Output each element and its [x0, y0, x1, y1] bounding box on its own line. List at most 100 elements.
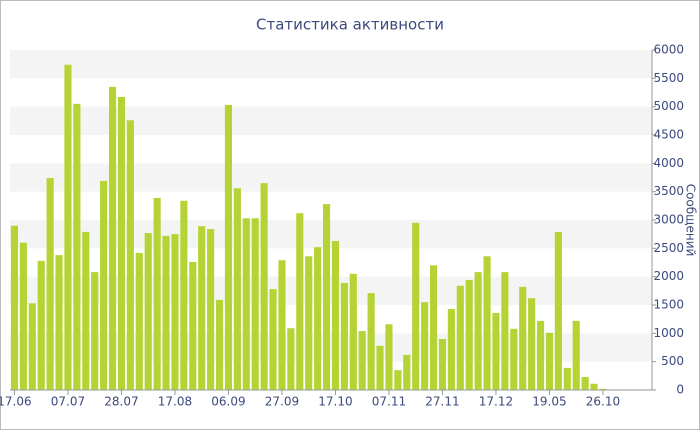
bar [100, 180, 108, 390]
y-tick-label: 3500 [653, 184, 684, 198]
bar [340, 282, 348, 390]
x-tick-label: 07.11 [372, 395, 406, 409]
y-tick-label: 6000 [653, 43, 684, 57]
bar [251, 218, 259, 390]
x-tick-label: 27.09 [265, 395, 299, 409]
bar [331, 240, 340, 390]
bar [126, 120, 134, 391]
y-tick-label: 1000 [653, 326, 684, 340]
x-tick-label: 26.10 [586, 395, 620, 409]
bar [572, 320, 580, 390]
bar [394, 370, 402, 390]
bar [545, 332, 554, 390]
bar [465, 280, 473, 390]
bar [358, 331, 366, 390]
y-tick-label: 4000 [653, 156, 684, 170]
bar [108, 86, 117, 390]
bar [438, 339, 447, 390]
bar [314, 247, 322, 390]
bar [135, 252, 143, 390]
bar [599, 388, 607, 390]
bar [233, 188, 241, 390]
x-tick-label: 27.11 [425, 395, 459, 409]
bar [171, 234, 179, 390]
bar [55, 255, 63, 390]
bar [37, 260, 45, 390]
y-tick-label: 500 [661, 354, 684, 368]
bar [153, 197, 161, 390]
bar [519, 286, 527, 390]
bar [305, 256, 313, 390]
x-tick-label: 17.06 [0, 395, 32, 409]
y-axis-label: Сообщений [684, 184, 698, 257]
bar [412, 222, 420, 390]
bar [19, 242, 27, 390]
bar [224, 104, 233, 390]
bar [260, 183, 268, 390]
bar [492, 312, 500, 390]
bar [536, 320, 545, 390]
bar [501, 272, 509, 390]
x-tick-label: 28.07 [104, 395, 138, 409]
bar [215, 299, 224, 390]
bar [554, 231, 562, 390]
bar [198, 226, 206, 390]
x-tick-label: 19.05 [532, 395, 566, 409]
bar [376, 345, 384, 390]
bar [385, 324, 393, 390]
bar [73, 103, 81, 390]
y-tick-label: 2500 [653, 241, 684, 255]
y-tick-label: 5500 [653, 71, 684, 85]
bar [322, 204, 331, 390]
bar [46, 178, 54, 390]
bar [10, 225, 19, 390]
x-tick-label: 17.10 [318, 395, 352, 409]
grid-band [10, 276, 652, 305]
grid-band [10, 50, 652, 79]
y-tick-label: 1500 [653, 298, 684, 312]
bar [456, 285, 464, 390]
y-tick-label: 5000 [653, 99, 684, 113]
bar [447, 308, 455, 390]
bar [367, 293, 375, 390]
x-tick-label: 07.07 [51, 395, 85, 409]
y-tick-label: 4500 [653, 128, 684, 142]
x-tick-label: 06.09 [211, 395, 245, 409]
bar [278, 260, 286, 390]
bar [91, 272, 99, 390]
y-tick-label: 0 [676, 383, 684, 397]
y-tick-label: 3000 [653, 213, 684, 227]
bar [349, 273, 357, 390]
grid-band [10, 106, 652, 135]
bar [117, 97, 126, 391]
grid-band [10, 220, 652, 249]
bar [287, 328, 295, 390]
bar [64, 64, 72, 390]
bar [590, 383, 598, 390]
y-tick-label: 2000 [653, 269, 684, 283]
bar [144, 233, 152, 390]
bar [180, 200, 188, 390]
x-tick-label: 17.08 [158, 395, 192, 409]
bar [269, 289, 277, 390]
grid-band [10, 163, 652, 192]
bar [563, 367, 571, 390]
bar [483, 256, 491, 390]
x-tick-label: 17.12 [479, 395, 513, 409]
grid-band [10, 333, 652, 362]
bar [528, 298, 536, 390]
bar [189, 261, 197, 390]
bar [207, 229, 215, 390]
bar [403, 354, 411, 390]
bar [28, 303, 36, 390]
bar [510, 328, 518, 390]
bar [474, 272, 482, 390]
bar [421, 302, 429, 390]
bar [429, 265, 438, 390]
bar [82, 231, 90, 390]
chart-title: Статистика активности [256, 16, 444, 34]
bar [162, 235, 170, 390]
bar [581, 376, 589, 390]
bar [296, 213, 304, 390]
